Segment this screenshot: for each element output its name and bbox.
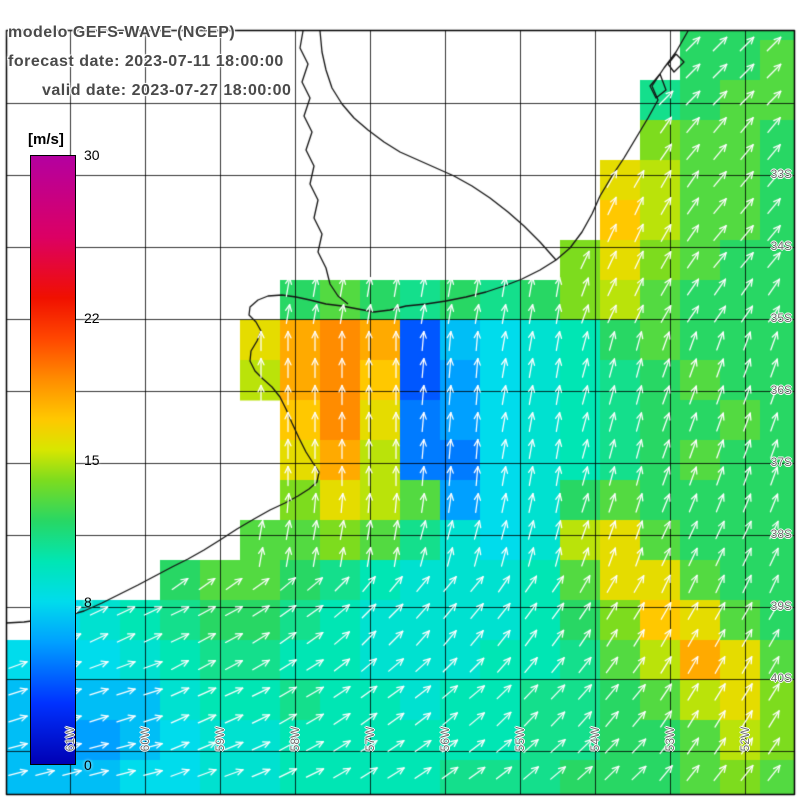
valid-date-label: valid date: 2023-07-27 18:00:00 [42, 82, 292, 99]
model-title: modelo GEFS-WAVE (NCEP) [8, 24, 236, 41]
colorbar-unit-label: [m/s] [28, 131, 64, 148]
colorbar-gradient [30, 155, 76, 765]
forecast-date-label: forecast date: 2023-07-11 18:00:00 [8, 53, 284, 70]
title-block: modelo GEFS-WAVE (NCEP) forecast date: 2… [8, 18, 291, 105]
